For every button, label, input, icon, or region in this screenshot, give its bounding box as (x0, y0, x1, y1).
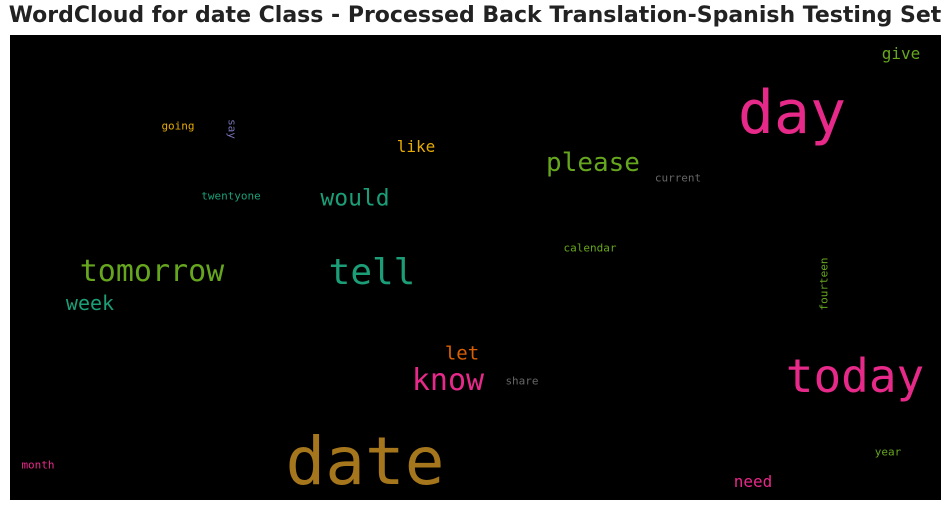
word-give: give (881, 44, 921, 63)
word-year: year (874, 445, 902, 459)
word-week: week (65, 291, 115, 315)
word-know: know (411, 363, 485, 398)
word-month: month (21, 458, 55, 472)
word-tell: tell (328, 252, 416, 293)
word-today: today (785, 349, 925, 403)
word-twentyone: twentyone (201, 189, 261, 203)
word-day: day (737, 78, 847, 148)
word-tomorrow: tomorrow (79, 254, 225, 289)
figure-title: WordCloud for date Class - Processed Bac… (8, 3, 942, 28)
word-would: would (320, 185, 390, 212)
word-let: let (444, 342, 480, 365)
word-say: say (225, 119, 239, 139)
word-please: please (546, 148, 640, 178)
word-date: date (285, 423, 445, 500)
word-going: going (161, 119, 195, 133)
word-fourteen: fourteen (817, 257, 831, 311)
word-like: like (396, 137, 436, 156)
word-calendar: calendar (563, 241, 617, 255)
word-current: current (654, 171, 702, 185)
word-share: share (505, 374, 539, 388)
word-need: need (733, 472, 773, 491)
wordcloud-canvas: date day today tell tomorrow know please… (10, 35, 941, 500)
